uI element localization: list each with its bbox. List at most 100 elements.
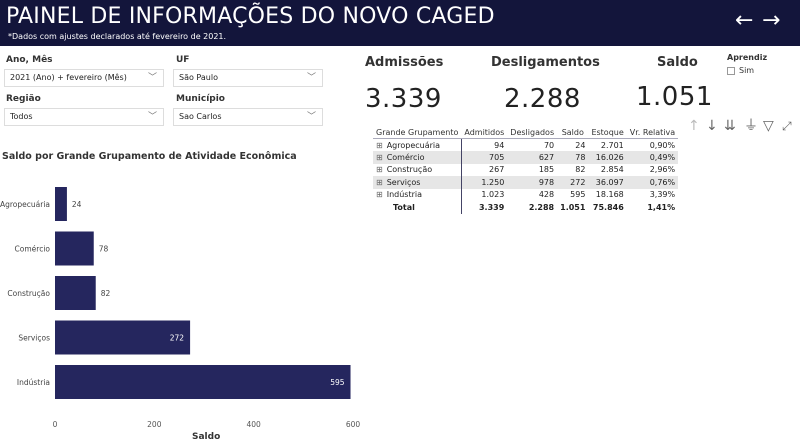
expand-plus-icon[interactable]: ⊞ [376, 140, 383, 150]
table-row[interactable]: ⊞ Comércio 705 627 78 16.026 0,49% [373, 151, 679, 164]
col-header[interactable]: Desligados [507, 126, 558, 139]
table-cell: 0,90% [649, 140, 676, 150]
filter-icon[interactable]: ▽ [763, 118, 774, 134]
category-label: Serviços [18, 334, 50, 343]
ano-mes-dropdown[interactable]: 2021 (Ano) + fevereiro (Mês) ﹀ [4, 69, 164, 87]
back-arrow-icon[interactable]: ← [735, 8, 754, 33]
chevron-down-icon: ﹀ [147, 112, 157, 122]
category-label: Indústria [17, 378, 50, 387]
data-label: 24 [72, 200, 82, 209]
table-cell: 3,39% [649, 190, 676, 200]
chart-title: Saldo por Grande Grupamento de Atividade… [2, 151, 297, 162]
total-cell: Total [373, 201, 462, 214]
table-row[interactable]: ⊞ Agropecuária 94 70 24 2.701 0,90% [373, 138, 678, 151]
table-row[interactable]: ⊞ Indústria 1.023 428 595 18.168 3,39% [373, 188, 678, 201]
dropdown-value: Todos [10, 112, 33, 121]
col-header[interactable]: Estoque [588, 126, 627, 139]
regiao-dropdown[interactable]: Todos ﹀ [4, 108, 164, 126]
category-label: Comércio [15, 245, 51, 254]
saldo-bar-chart: Agropecuária 24 Comércio 78 Construção 82 Serv… [0, 187, 361, 429]
bar[interactable] [55, 231, 94, 266]
chevron-down-icon: ﹀ [147, 73, 157, 83]
table-row[interactable]: ⊞ Serviços 1.250 978 272 36.097 0,76% [373, 176, 679, 189]
expand-plus-icon[interactable]: ⊞ [376, 190, 383, 200]
expand-plus-icon[interactable]: ⊞ [376, 152, 383, 162]
table-row[interactable]: ⊞ Construção 267 185 82 2.854 2,96% [373, 163, 678, 176]
filter-label-uf: UF [176, 55, 190, 65]
bar[interactable] [55, 365, 351, 399]
municipio-dropdown[interactable]: Sao Carlos ﹀ [173, 108, 323, 126]
total-cell: 1.051 [560, 202, 586, 212]
category-label: Agropecuária [0, 200, 50, 209]
dropdown-value: Sao Carlos [179, 112, 222, 121]
page-subtitle: *Dados com ajustes declarados até fevere… [8, 32, 227, 41]
data-label: 595 [330, 378, 345, 387]
bar[interactable] [55, 187, 67, 221]
uf-dropdown[interactable]: São Paulo ﹀ [173, 69, 323, 87]
table-cell: 978 [507, 176, 558, 189]
x-tick-label: 200 [147, 420, 162, 429]
kpi-label-admissoes: Admissões [365, 55, 444, 70]
table-header-row: Grande Grupamento Admitidos Desligados S… [373, 126, 679, 139]
row-label-text: Indústria [386, 190, 422, 200]
table-cell: 18.168 [595, 190, 624, 200]
bar[interactable] [55, 320, 191, 355]
filter-label-ano-mes: Ano, Mês [6, 55, 53, 65]
row-label-text: Serviços [386, 177, 421, 187]
row-label: ⊞ Comércio [373, 151, 462, 164]
x-tick-label: 600 [346, 420, 361, 429]
data-label: 82 [101, 289, 111, 298]
col-header[interactable]: Admitidos [461, 126, 508, 139]
checkbox-label: Sim [739, 66, 755, 75]
total-cell: 75.846 [592, 202, 624, 212]
hierarchy-icon[interactable]: ⏚ [744, 118, 758, 134]
page-title: PAINEL DE INFORMAÇÕES DO NOVO CAGED [6, 4, 495, 29]
dropdown-value: 2021 (Ano) + fevereiro (Mês) [10, 73, 127, 82]
table-cell: 78 [557, 151, 589, 164]
row-label: ⊞ Construção [373, 163, 462, 176]
table-cell: 16.026 [588, 151, 627, 164]
table-cell: 428 [538, 190, 555, 200]
table-cell: 2.701 [600, 140, 624, 150]
row-label-text: Construção [386, 165, 433, 175]
table-cell: 70 [543, 140, 555, 150]
col-header[interactable]: Vr. Relativa [626, 126, 679, 139]
category-label: Construção [7, 289, 50, 298]
drill-down-icon[interactable]: ↓ [706, 118, 718, 134]
drill-up-icon[interactable]: ↑ [688, 118, 700, 134]
header-banner: PAINEL DE INFORMAÇÕES DO NOVO CAGED *Dad… [0, 0, 800, 46]
expand-plus-icon[interactable]: ⊞ [376, 177, 383, 187]
col-header[interactable]: Saldo [557, 126, 589, 139]
table-cell: 0,49% [626, 151, 679, 164]
col-header[interactable]: Grande Grupamento [373, 126, 462, 139]
dropdown-value: São Paulo [179, 73, 218, 82]
checkbox-box[interactable] [727, 66, 735, 75]
table-cell: 267 [489, 165, 505, 175]
filter-label-regiao: Região [6, 94, 41, 104]
forward-arrow-icon[interactable]: → [762, 8, 781, 33]
table-cell: 24 [575, 140, 586, 150]
total-cell: 3.339 [478, 202, 505, 212]
table-cell: 1.023 [481, 190, 505, 200]
kpi-label-desligamentos: Desligamentos [491, 55, 600, 70]
bar[interactable] [55, 276, 96, 310]
x-axis-label: Saldo [192, 432, 221, 442]
kpi-label-saldo: Saldo [657, 55, 698, 70]
row-label-text: Comércio [386, 152, 425, 162]
table-cell: 185 [538, 165, 555, 175]
table-cell: 272 [557, 176, 589, 189]
table-cell: 2,96% [649, 165, 676, 175]
table-cell: 36.097 [588, 176, 627, 189]
x-tick-label: 400 [247, 420, 262, 429]
focus-mode-icon[interactable]: ⤢ [782, 119, 792, 133]
table-cell: 94 [494, 140, 505, 150]
kpi-value-admissoes: 3.339 [365, 84, 442, 114]
aprendiz-sim-checkbox[interactable]: Sim [727, 66, 754, 75]
total-row: Total 3.339 2.288 1.051 75.846 1,41% [373, 201, 678, 214]
grupamento-table: Grande Grupamento Admitidos Desligados S… [373, 126, 679, 214]
kpi-value-saldo: 1.051 [636, 82, 713, 112]
table-cell: 705 [461, 151, 508, 164]
expand-all-icon[interactable]: ⇊ [724, 118, 736, 134]
row-label: ⊞ Agropecuária [373, 138, 462, 151]
expand-plus-icon[interactable]: ⊞ [376, 165, 383, 175]
